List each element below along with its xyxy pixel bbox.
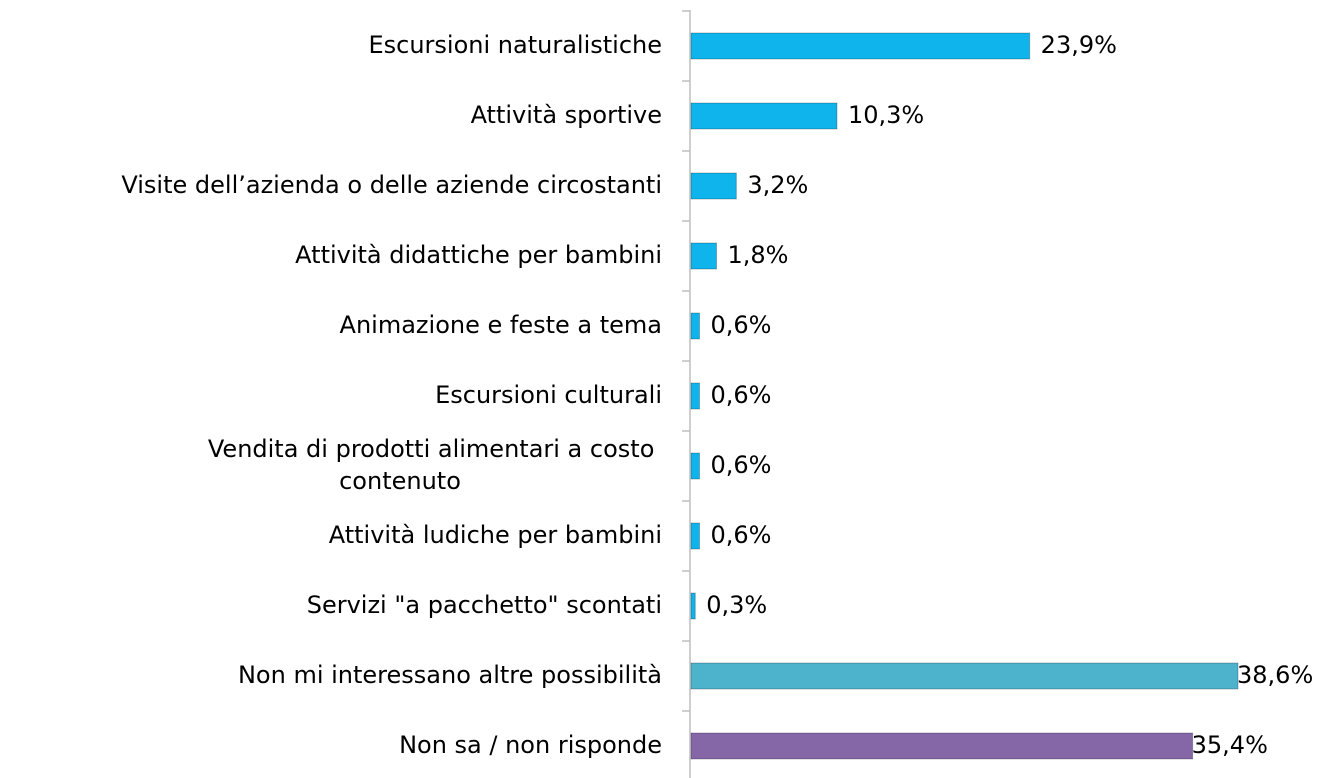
bar — [690, 382, 701, 410]
bar — [690, 592, 696, 620]
data-label: 0,6% — [711, 521, 772, 549]
category-label: Non sa / non risponde — [399, 731, 662, 759]
data-label: 1,8% — [728, 241, 789, 269]
data-label: 0,6% — [711, 381, 772, 409]
bar — [690, 452, 701, 480]
bar — [690, 662, 1239, 690]
data-label: 35,4% — [1192, 731, 1268, 759]
category-label: Vendita di prodotti alimentari a costo c… — [208, 435, 662, 495]
bar — [690, 102, 838, 130]
bar — [690, 732, 1194, 760]
category-label: Non mi interessano altre possibilità — [238, 661, 662, 689]
category-label: Animazione e feste a tema — [340, 311, 662, 339]
data-label: 38,6% — [1237, 661, 1313, 689]
category-label: Attività didattiche per bambini — [295, 241, 662, 269]
bar — [690, 32, 1031, 60]
category-label: Attività sportive — [471, 101, 662, 129]
category-label: Escursioni culturali — [435, 381, 662, 409]
bar — [690, 242, 718, 270]
data-label: 23,9% — [1041, 31, 1117, 59]
data-label: 3,2% — [747, 171, 808, 199]
category-label: Visite dell’azienda o delle aziende circ… — [121, 171, 662, 199]
data-label: 0,3% — [706, 591, 767, 619]
category-label: Attività ludiche per bambini — [329, 521, 662, 549]
category-label: Servizi "a pacchetto" scontati — [307, 591, 662, 619]
category-label: Escursioni naturalistiche — [368, 31, 662, 59]
bar — [690, 312, 701, 340]
data-label: 0,6% — [711, 451, 772, 479]
bar — [690, 172, 737, 200]
data-label: 10,3% — [848, 101, 924, 129]
data-label: 0,6% — [711, 311, 772, 339]
bar — [690, 522, 701, 550]
